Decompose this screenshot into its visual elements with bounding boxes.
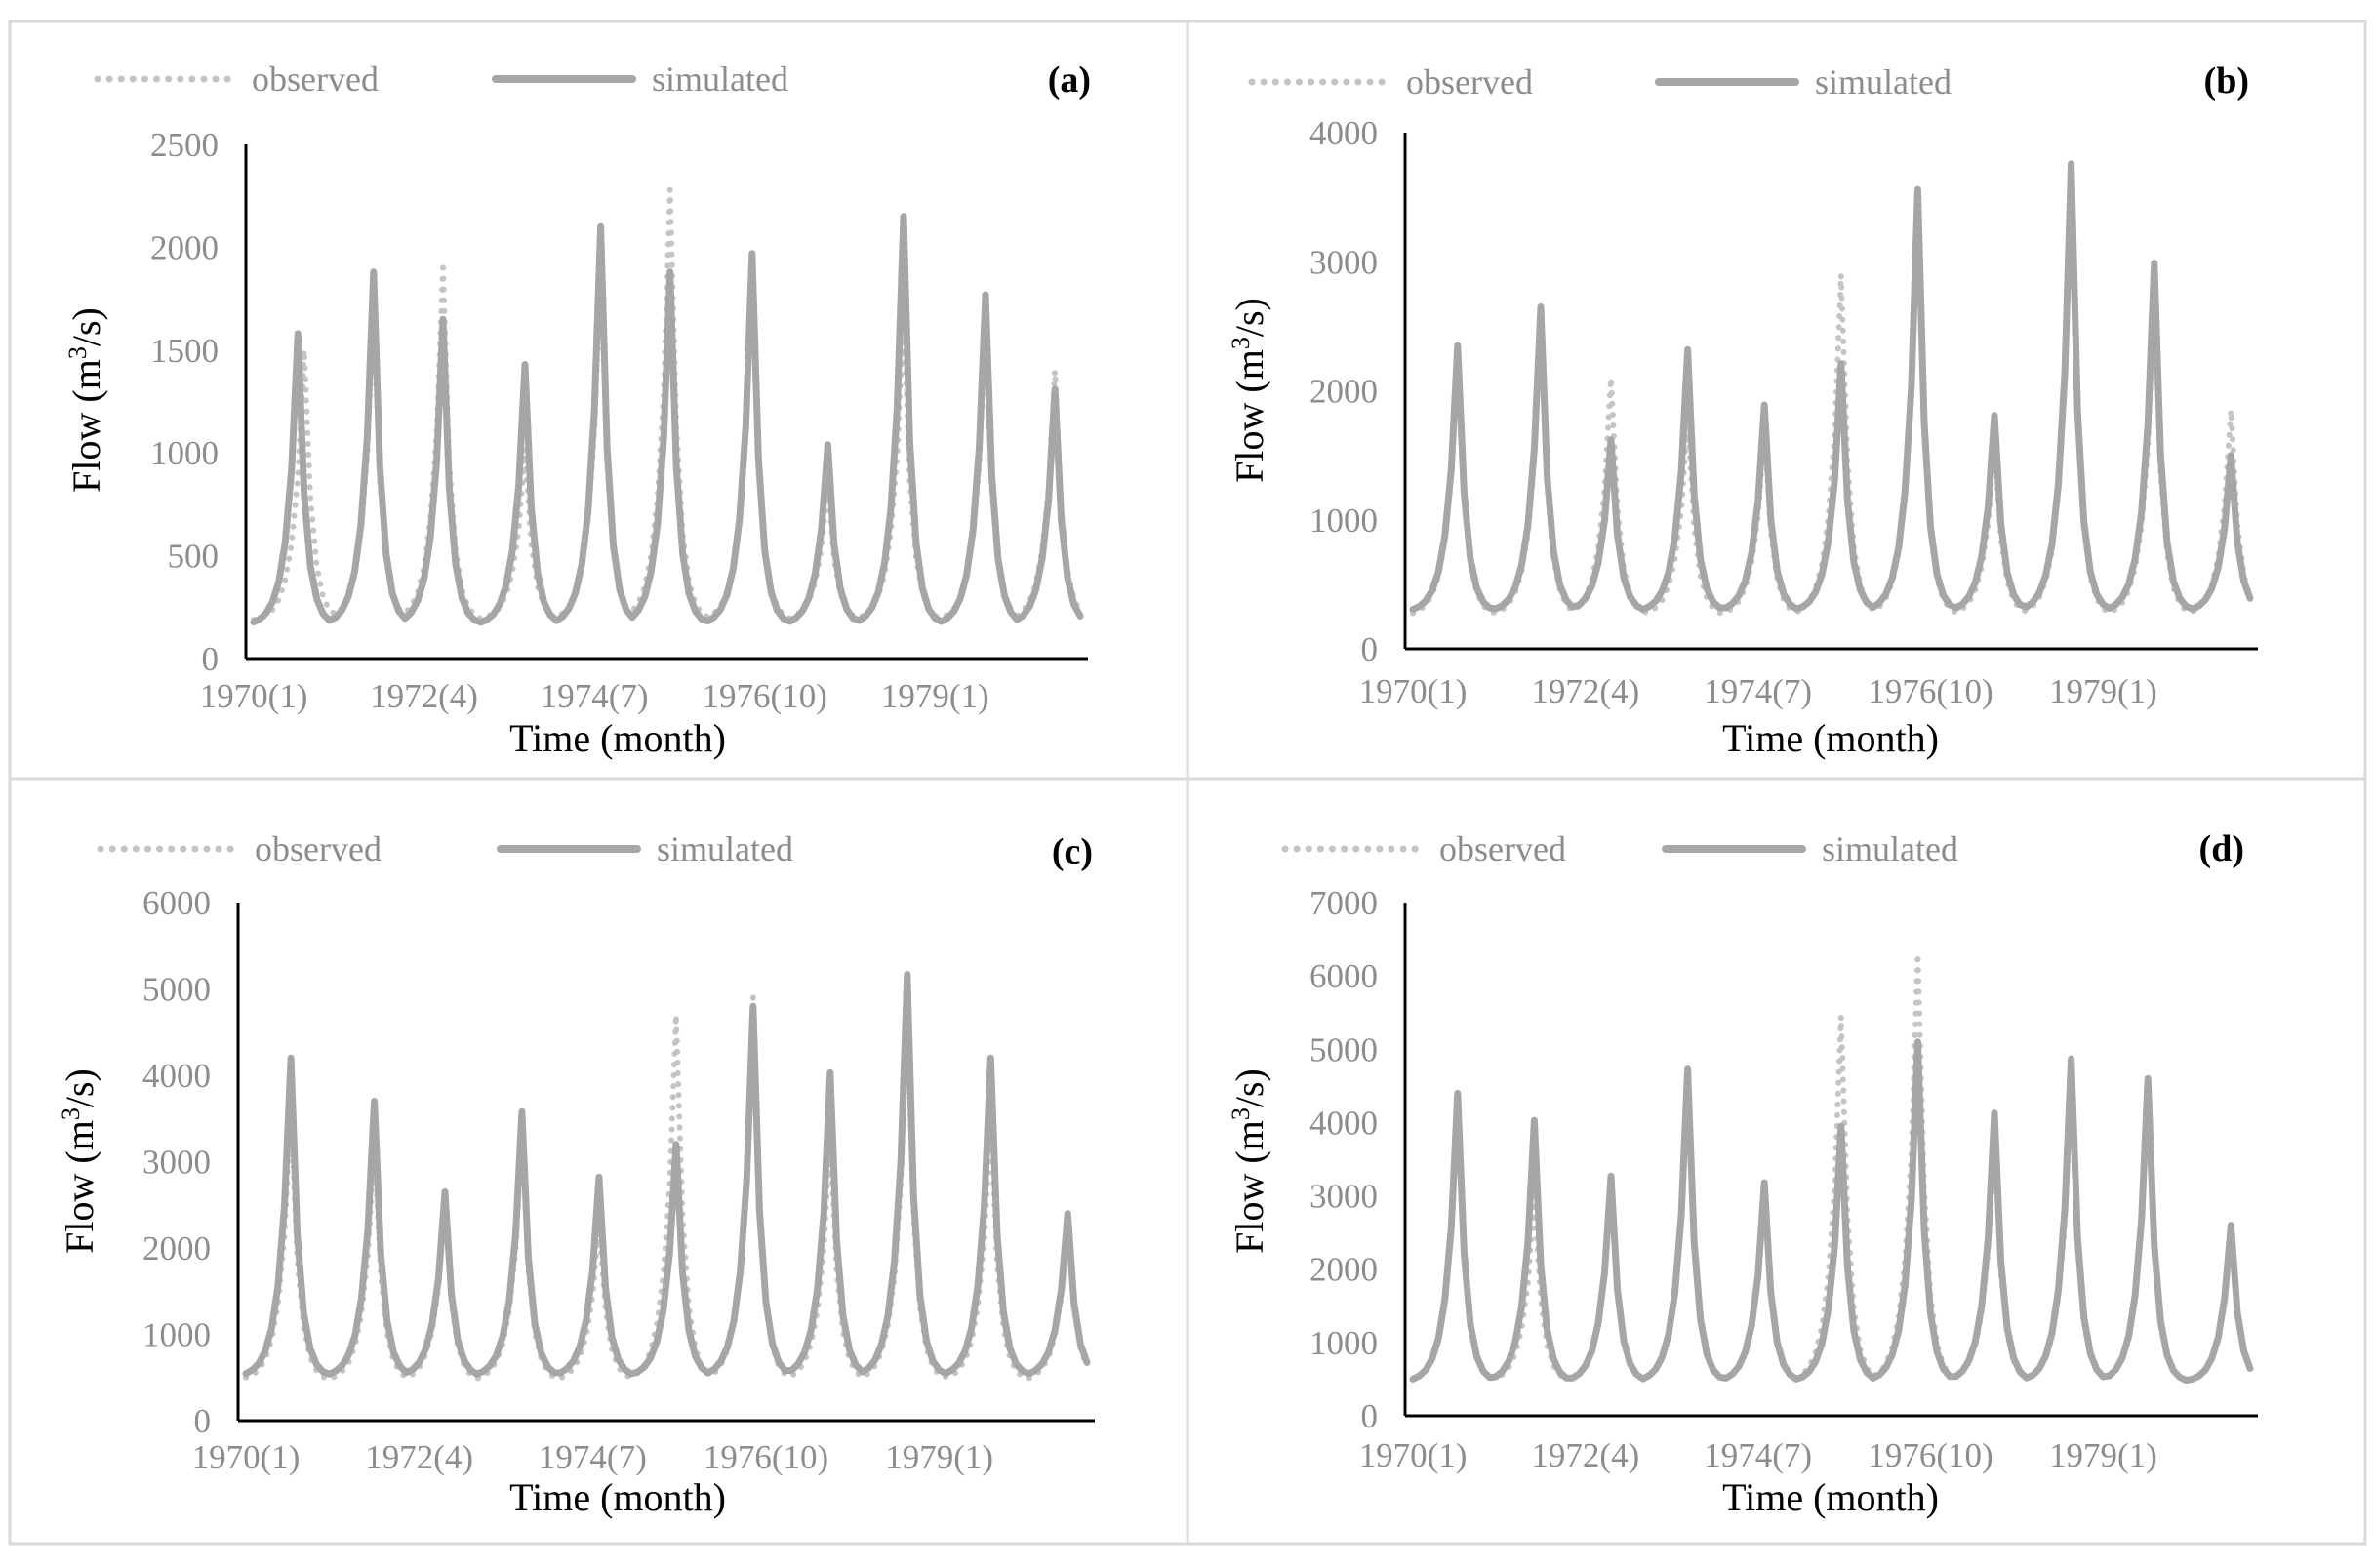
y-tick-label: 1000 <box>1309 502 1378 540</box>
legend-label-observed: observed <box>1439 829 1566 868</box>
y-axis-title-suffix: /s) <box>58 1068 101 1107</box>
y-tick-label: 7000 <box>1309 884 1378 922</box>
x-tick-label: 1972(4) <box>1531 672 1639 710</box>
x-axis-title: Time (month) <box>509 1475 726 1519</box>
chart-panel-2: 0 1000 2000 3000 4000 1970(1) 1972(4) 1974(7) 19… <box>1186 20 2367 781</box>
y-tick-label: 4000 <box>142 1057 211 1095</box>
x-tick-label: 1979(1) <box>2049 1436 2157 1474</box>
y-tick-label: 3000 <box>142 1144 211 1182</box>
y-axis-title-superscript: 3 <box>57 1107 85 1120</box>
series-line-simulated <box>250 213 1084 626</box>
x-tick-label: 1974(7) <box>1704 1436 1812 1474</box>
y-tick-label: 1000 <box>150 434 219 472</box>
x-tick-label: 1979(1) <box>885 1438 993 1476</box>
x-tick-label: 1976(10) <box>1868 672 1993 710</box>
y-tick-label: 0 <box>1361 1397 1379 1435</box>
x-tick-label: 1972(4) <box>365 1438 473 1476</box>
legend-label-simulated: simulated <box>1822 829 1958 868</box>
y-axis-title: Flow (m3/s) <box>1227 298 1271 483</box>
x-tick-label: 1979(1) <box>2049 672 2157 710</box>
x-tick-label: 1972(4) <box>1531 1436 1639 1474</box>
x-axis-title: Time (month) <box>509 716 726 760</box>
legend-label-observed: observed <box>252 60 379 99</box>
y-tick-label: 500 <box>168 538 220 576</box>
x-tick-label: 1970(1) <box>1359 1436 1468 1474</box>
x-tick-label: 1976(10) <box>703 677 827 715</box>
y-tick-label: 5000 <box>142 971 211 1009</box>
x-tick-label: 1974(7) <box>1704 672 1812 710</box>
x-axis-title: Time (month) <box>1722 1475 1939 1519</box>
y-tick-label: 1000 <box>142 1316 211 1354</box>
legend-label-simulated: simulated <box>652 60 788 99</box>
x-tick-label: 1974(7) <box>541 677 649 715</box>
x-tick-label: 1979(1) <box>881 677 989 715</box>
y-axis-title-superscript: 3 <box>63 346 92 359</box>
y-tick-label: 2000 <box>150 228 219 266</box>
y-tick-label: 5000 <box>1309 1030 1378 1068</box>
y-tick-label: 4000 <box>1309 114 1378 152</box>
y-tick-label: 1500 <box>150 332 219 370</box>
x-tick-label: 1972(4) <box>370 677 478 715</box>
x-tick-label: 1970(1) <box>192 1438 301 1476</box>
x-tick-label: 1976(10) <box>704 1438 828 1476</box>
y-tick-label: 0 <box>1361 630 1379 668</box>
series-line-simulated <box>1409 160 2254 614</box>
legend-label-simulated: simulated <box>1815 62 1952 101</box>
panel-border <box>1186 777 2367 1546</box>
panel-label: (d) <box>2199 828 2244 869</box>
x-tick-label: 1974(7) <box>539 1438 647 1476</box>
series-line-simulated <box>1409 1038 2254 1385</box>
legend-label-simulated: simulated <box>657 829 793 868</box>
y-axis-title-prefix: Flow (m <box>1228 1120 1271 1254</box>
y-axis-title-suffix: /s) <box>1228 298 1271 337</box>
legend-label-observed: observed <box>255 829 382 868</box>
chart-panel-1: 0 500 1000 1500 2000 2500 1970(1) 1972(4) 1974(7… <box>8 20 1189 781</box>
y-axis-title-superscript: 3 <box>1227 337 1255 349</box>
y-axis-title-prefix: Flow (m <box>58 1120 101 1254</box>
x-axis-title: Time (month) <box>1722 716 1939 760</box>
y-tick-label: 1000 <box>1309 1324 1378 1362</box>
y-tick-label: 0 <box>202 640 220 678</box>
x-tick-label: 1970(1) <box>1359 672 1468 710</box>
y-tick-label: 6000 <box>1309 957 1378 995</box>
series-line-simulated <box>242 971 1091 1378</box>
y-axis-title: Flow (m3/s) <box>57 1068 101 1254</box>
panel-label: (c) <box>1052 831 1093 872</box>
panel-label: (a) <box>1048 60 1091 101</box>
x-tick-label: 1976(10) <box>1868 1436 1993 1474</box>
chart-panel-3: 0 1000 2000 3000 4000 5000 6000 1970(1) 1972(4) 1… <box>8 777 1189 1546</box>
y-axis-title-prefix: Flow (m <box>1228 349 1271 483</box>
y-axis-title-superscript: 3 <box>1227 1107 1255 1120</box>
y-axis-title-prefix: Flow (m <box>64 359 108 493</box>
y-tick-label: 0 <box>194 1402 212 1440</box>
y-tick-label: 2000 <box>142 1229 211 1267</box>
y-tick-label: 2000 <box>1309 373 1378 411</box>
chart-panel-4: 0 1000 2000 3000 4000 5000 6000 7000 1970(1) 1972… <box>1186 777 2367 1546</box>
y-axis-title: Flow (m3/s) <box>1227 1068 1271 1254</box>
y-tick-label: 6000 <box>142 884 211 922</box>
legend-label-observed: observed <box>1406 62 1533 101</box>
panel-label: (b) <box>2204 60 2249 101</box>
y-tick-label: 2000 <box>1309 1251 1378 1289</box>
y-tick-label: 3000 <box>1309 243 1378 281</box>
y-tick-label: 4000 <box>1309 1104 1378 1142</box>
y-axis-title-suffix: /s) <box>64 307 108 346</box>
y-tick-label: 3000 <box>1309 1178 1378 1216</box>
y-axis-title: Flow (m3/s) <box>63 307 108 493</box>
x-tick-label: 1970(1) <box>200 677 308 715</box>
y-axis-title-suffix: /s) <box>1228 1068 1271 1107</box>
y-tick-label: 2500 <box>150 126 219 164</box>
